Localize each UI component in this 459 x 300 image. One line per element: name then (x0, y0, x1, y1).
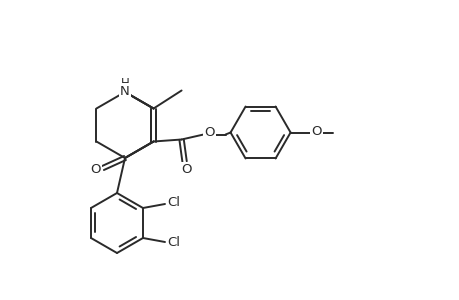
Text: O: O (90, 163, 101, 176)
Text: O: O (311, 125, 321, 138)
Text: H: H (120, 76, 129, 89)
Text: Cl: Cl (167, 236, 180, 250)
Text: O: O (181, 163, 191, 176)
Text: N: N (120, 85, 129, 98)
Text: Cl: Cl (167, 196, 180, 209)
Text: O: O (204, 126, 214, 139)
